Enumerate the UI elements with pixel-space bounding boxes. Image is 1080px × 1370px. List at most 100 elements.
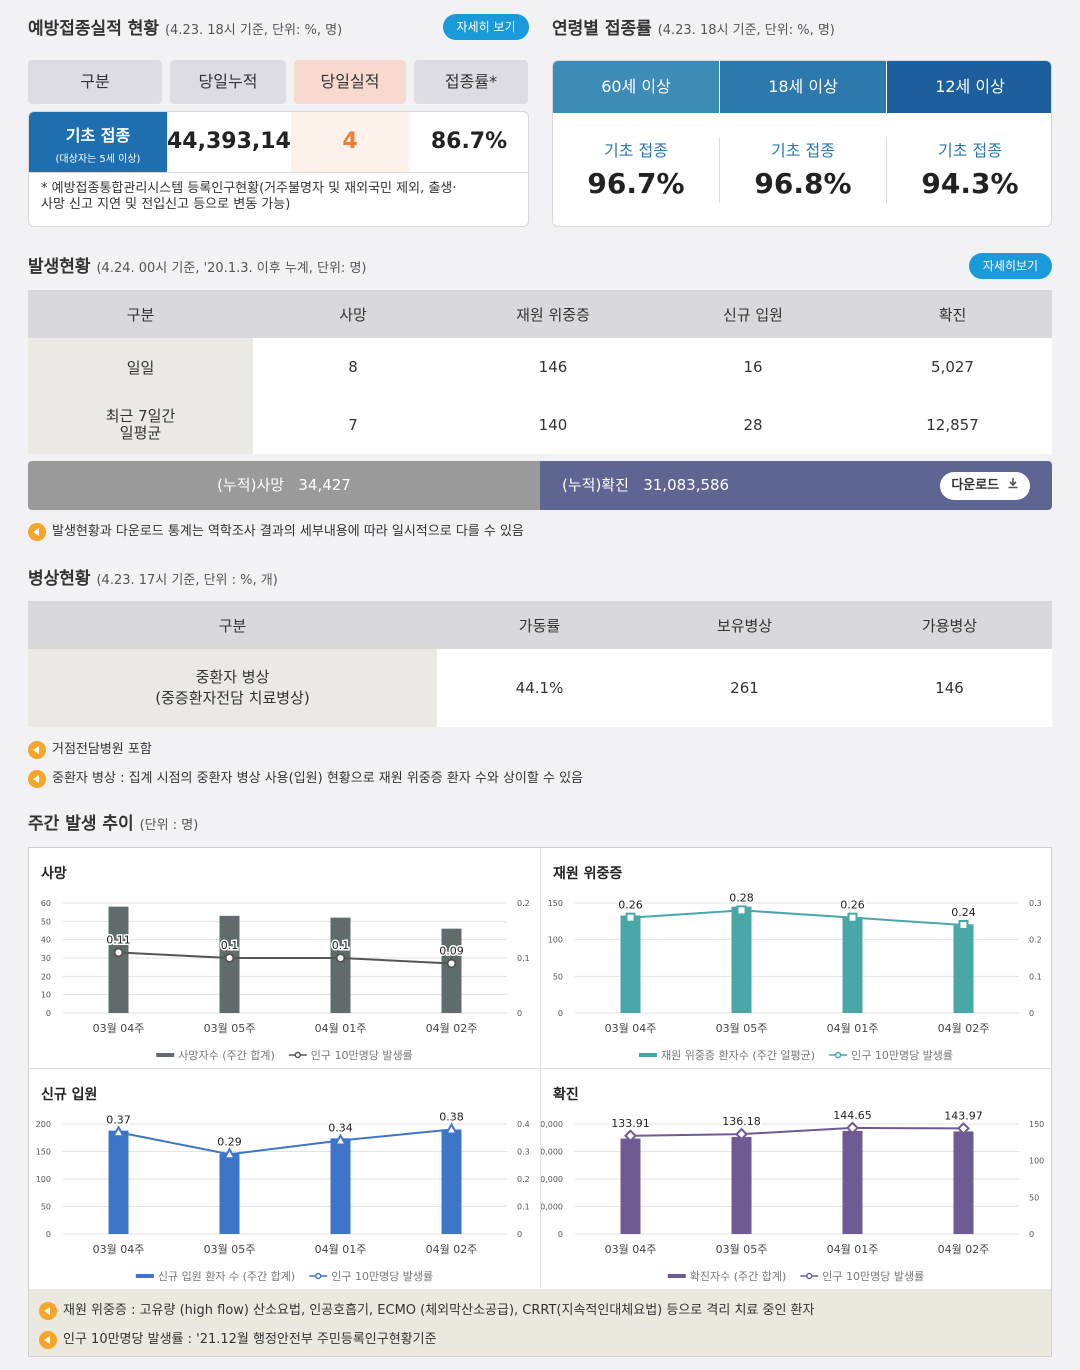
download-button[interactable]: 다운로드 (940, 472, 1030, 500)
line-point (736, 905, 747, 916)
speaker-icon (28, 769, 46, 788)
legend-bar-swatch (638, 1053, 657, 1057)
bar (842, 916, 863, 1013)
line-point (224, 953, 235, 963)
y-tick-label: 50 (41, 917, 51, 926)
series-line (630, 909, 964, 926)
data-label: 0.34 (328, 1122, 353, 1135)
series-line (118, 1128, 452, 1156)
beds-note-1-text: 거점전담병원 포함 (52, 742, 152, 757)
line-point (847, 912, 858, 923)
basic-vacc-label-box: 기초 접종 (대상자는 5세 이상) (29, 112, 167, 172)
vaccination-detail-button[interactable]: 자세히 보기 (443, 14, 529, 40)
occurrence-title: 발생현황 (28, 257, 91, 277)
bar (731, 1136, 752, 1234)
table-row: 일일 8 146 16 5,027 (28, 338, 1052, 396)
bar (219, 1153, 240, 1234)
line-point (624, 1129, 637, 1143)
occurrence-detail-button[interactable]: 자세히보기 (969, 253, 1052, 279)
y2-tick-label: 50 (1029, 1193, 1039, 1202)
y2-tick-label: 150 (1029, 1120, 1044, 1129)
y-tick-label: 0 (558, 1230, 563, 1239)
bar (441, 928, 462, 1013)
data-label: 143.97 (944, 1109, 983, 1122)
vaccination-subtitle: (4.23. 18시 기준, 단위: %, 명) (164, 23, 343, 38)
vaccination-section-title: 예방접종실적 현황 (4.23. 18시 기준, 단위: %, 명) (28, 14, 342, 39)
bar (330, 1138, 351, 1234)
y2-tick-label: 0.1 (1029, 972, 1042, 981)
age-60-label: 기초 접종 (604, 141, 668, 160)
x-tick-label: 04월 01주 (827, 1243, 879, 1256)
occurrence-note-text: 발생현황과 다운로드 통계는 역학조사 결과의 세부내용에 따라 일시적으로 다… (52, 524, 524, 539)
legend-bar-label: 확진자수 (주간 합계) (690, 1270, 787, 1283)
y2-tick-label: 0 (1029, 1230, 1034, 1239)
age-group-12: 기초 접종 94.3% (887, 137, 1051, 200)
y-tick-label: 80,000 (541, 1120, 563, 1129)
occ-weekly-new-admission: 28 (653, 396, 853, 454)
beds-header-owned: 보유병상 (642, 601, 847, 649)
occ-weekly-critical: 140 (453, 396, 653, 454)
weekly-charts-card: 사망 0 10 20 30 40 50 60 0 0.1 0.2 03월 04주 03월 05주 04월… (28, 847, 1052, 1357)
data-label: 0.26 (618, 899, 643, 912)
chart-legend: 확진자수 (주간 합계) 인구 10만명당 발생률 (667, 1270, 924, 1283)
line-point (957, 1122, 970, 1135)
x-tick-label: 03월 05주 (716, 1022, 768, 1035)
chart-new-admission-title: 신규 입원 (41, 1087, 98, 1103)
x-tick-label: 03월 04주 (605, 1243, 657, 1256)
x-tick-label: 03월 04주 (93, 1022, 145, 1035)
y-tick-label: 150 (36, 1148, 51, 1157)
cumulative-death-bar: (누적)사망 34,427 (28, 461, 540, 510)
y-tick-label: 150 (548, 899, 563, 908)
vaccination-note-line2: 사망 신고 지연 및 전입신고 등으로 변동 가능) (41, 197, 291, 212)
weekly-footnote-2: 인구 10만명당 발생률 : '21.12월 행정안전부 주민등록인구현황기준 (39, 1328, 437, 1349)
age-tab-60[interactable]: 60세 이상 (553, 61, 719, 113)
chart-panel-critical: 재원 위중증 0 50 100 150 0 0.1 0.2 0.3 03월 04주 03월 05주… (541, 848, 1051, 1068)
age-12-value: 94.3% (921, 167, 1019, 200)
occ-header-critical: 재원 위중증 (453, 290, 653, 338)
x-tick-label: 03월 05주 (204, 1022, 256, 1035)
vacc-header-cumulative: 당일누적 (170, 60, 286, 104)
age-rate-subtitle: (4.23. 18시 기준, 단위: %, 명) (657, 23, 835, 38)
beds-title: 병상현황 (28, 569, 91, 589)
beds-note-2-text: 중환자 병상 : 집계 시점의 중환자 병상 사용(입원) 현황으로 재원 위중… (52, 771, 583, 786)
y2-tick-label: 0 (517, 1230, 522, 1239)
occ-row-weekly-avg-label: 최근 7일간 일평균 (28, 396, 253, 454)
data-label: 0.11 (106, 934, 131, 947)
y2-tick-label: 0.4 (517, 1120, 530, 1129)
occ-header-category: 구분 (28, 290, 253, 338)
legend-line-label: 인구 10만명당 발생률 (851, 1049, 953, 1062)
vaccination-note-line1: * 예방접종통합관리시스템 등록인구현황(거주불명자 및 재외국민 제외, 출생… (41, 181, 457, 196)
legend-bar-swatch (667, 1274, 686, 1278)
beds-occupancy-value: 44.1% (437, 649, 642, 727)
chart-confirmed: 0 20,000 40,000 60,000 80,000 0 50 100 150 03월 04… (541, 1107, 1044, 1283)
age-group-18: 기초 접종 96.8% (720, 137, 886, 200)
chart-confirmed-title: 확진 (553, 1087, 579, 1103)
age-tab-12[interactable]: 12세 이상 (887, 61, 1051, 113)
occurrence-section-title: 발생현황 (4.24. 00시 기준, '20.1.3. 이후 누계, 단위: … (28, 252, 366, 277)
chart-panel-death: 사망 0 10 20 30 40 50 60 0 0.1 0.2 03월 04주 03월 05주 04월… (29, 848, 540, 1068)
divider (29, 1068, 1051, 1069)
vaccination-note: * 예방접종통합관리시스템 등록인구현황(거주불명자 및 재외국민 제외, 출생… (41, 181, 456, 213)
age-rate-card: 60세 이상 18세 이상 12세 이상 기초 접종 96.7% 기초 접종 9… (552, 60, 1052, 227)
x-tick-label: 04월 02주 (426, 1022, 478, 1035)
beds-subtitle: (4.23. 17시 기준, 단위 : %, 개) (96, 573, 278, 588)
y-tick-label: 100 (36, 1175, 51, 1184)
y2-tick-label: 0.2 (1029, 936, 1042, 945)
beds-note-2: 중환자 병상 : 집계 시점의 중환자 병상 사용(입원) 현황으로 재원 위중… (28, 767, 583, 788)
beds-header-occupancy: 가동률 (437, 601, 642, 649)
data-label: 0.24 (951, 906, 976, 919)
legend-bar-swatch (135, 1274, 154, 1278)
bar (842, 1130, 863, 1234)
x-tick-label: 04월 02주 (938, 1022, 990, 1035)
chart-panel-confirmed: 확진 0 20,000 40,000 60,000 80,000 0 50 100 150 03월… (541, 1069, 1051, 1289)
weekly-section-title: 주간 발생 추이 (단위 : 명) (28, 809, 198, 834)
y2-tick-label: 0.2 (517, 1175, 530, 1184)
y2-tick-label: 0.3 (1029, 899, 1042, 908)
legend-line-label: 인구 10만명당 발생률 (331, 1270, 433, 1283)
chart-critical: 0 50 100 150 0 0.1 0.2 0.3 03월 04주 03월 05주 04월 01주… (548, 890, 1042, 1062)
occ-daily-confirmed: 5,027 (853, 338, 1052, 396)
occ-weekly-death: 7 (253, 396, 453, 454)
age-tab-18[interactable]: 18세 이상 (720, 61, 886, 113)
beds-table: 구분 가동률 보유병상 가용병상 중환자 병상 (중증환자전담 치료병상) 44… (28, 601, 1052, 727)
data-label: 133.91 (611, 1117, 650, 1130)
